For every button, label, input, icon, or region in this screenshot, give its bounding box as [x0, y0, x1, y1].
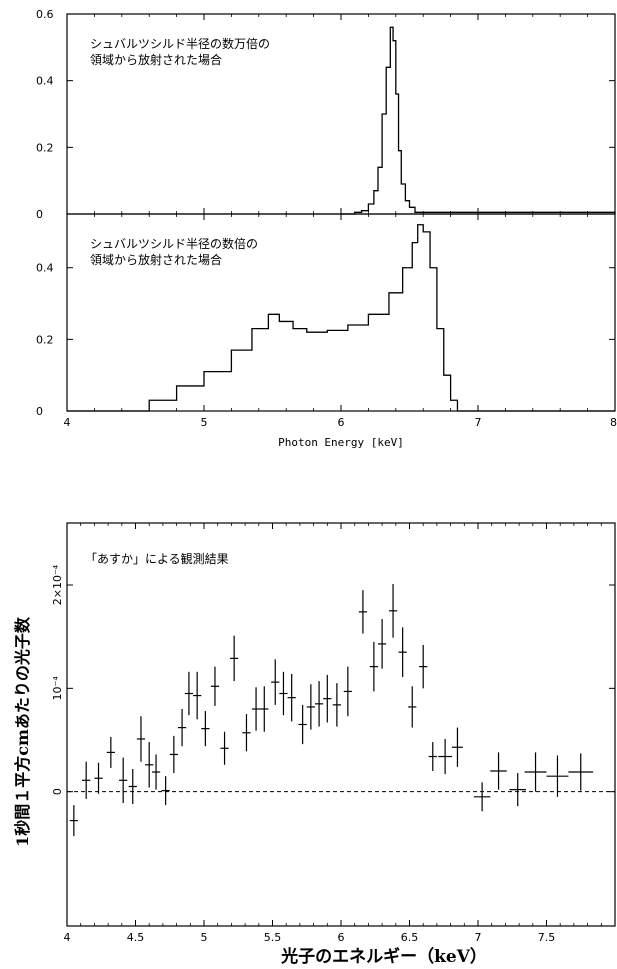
y-tick-label: 0 [36, 208, 43, 221]
data-point [136, 716, 146, 762]
data-point [428, 742, 437, 771]
data-point [287, 673, 296, 722]
middle-panel-ticks [66, 214, 616, 412]
bottom-panel-y-axis-title: 1秒間１平方cmあたりの光子数 [13, 616, 32, 847]
data-point [279, 671, 288, 716]
x-tick-label: 5.5 [264, 931, 282, 944]
data-point [271, 659, 280, 705]
y-tick-label: 0.4 [36, 75, 54, 88]
y-tick-label: 0.6 [36, 8, 54, 21]
data-point [201, 711, 210, 747]
middle-panel-spectrum-line [67, 224, 615, 412]
data-point [343, 666, 352, 717]
top-panel-annotation-line-1: シュバルツシルド半径の数万倍の [90, 36, 270, 51]
data-point [451, 727, 463, 767]
bottom-panel-annotation: 「あすか」による観測結果 [85, 552, 229, 566]
data-point [377, 619, 387, 669]
data-point [473, 782, 491, 812]
middle-panel-annotation-line-1: シュバルツシルド半径の数倍の [90, 236, 258, 251]
data-point [145, 742, 154, 788]
data-point [161, 776, 170, 806]
data-point [119, 757, 128, 804]
data-point [210, 666, 220, 706]
bottom-panel: 0 10⁻⁴ 2×10⁻⁴ 4 4.5 5 5.5 6 6.5 7 7.5 「あすか」による観測結… [13, 522, 616, 967]
data-point [193, 671, 202, 720]
data-point [184, 671, 194, 716]
y-tick-label: 2×10⁻⁴ [51, 564, 64, 605]
top-panel-spectrum-line [341, 26, 616, 215]
x-tick-label: 6.5 [401, 931, 419, 944]
data-point [568, 753, 594, 791]
y-tick-label: 10⁻⁴ [51, 676, 64, 701]
y-tick-label: 0 [51, 788, 64, 795]
bottom-panel-x-axis-title: 光子のエネルギー（keV） [280, 946, 487, 967]
data-point [251, 687, 261, 731]
bottom-panel-frame [66, 522, 616, 927]
data-point [408, 686, 417, 728]
data-point [369, 641, 378, 692]
y-tick-label: 0.4 [36, 262, 54, 275]
data-point [419, 644, 428, 689]
bottom-panel-y-tick-labels: 0 10⁻⁴ 2×10⁻⁴ [51, 564, 64, 795]
data-point [220, 731, 229, 765]
x-tick-label: 8 [610, 416, 617, 429]
x-tick-label: 4.5 [127, 931, 145, 944]
bottom-panel-ticks [66, 523, 616, 926]
middle-panel: 0 0.2 0.4 4 5 6 7 8 シュバルツシルド半径の数倍の 領域から放射された場合… [36, 213, 617, 449]
data-point [151, 754, 161, 790]
y-tick-label: 0 [36, 405, 43, 418]
top-panel-y-tick-labels: 0 0.2 0.4 0.6 [36, 8, 54, 221]
x-tick-label: 6 [338, 931, 345, 944]
middle-panel-annotation-line-2: 領域から放射された場合 [90, 252, 222, 267]
x-tick-label: 6 [338, 416, 345, 429]
middle-panel-y-tick-labels: 0 0.2 0.4 [36, 262, 54, 418]
x-tick-label: 5 [201, 931, 208, 944]
data-point [242, 714, 251, 752]
data-point [388, 583, 398, 638]
data-point [323, 674, 332, 723]
data-point [69, 805, 78, 837]
data-point [490, 752, 507, 790]
data-point [94, 762, 103, 794]
x-tick-label: 4 [64, 416, 71, 429]
bottom-panel-data-points [69, 583, 594, 837]
data-point [398, 627, 407, 677]
top-panel: 0 0.2 0.4 0.6 シュバルツシルド半径の数万倍の 領域から放射された場合 [36, 8, 616, 221]
data-point [306, 684, 315, 730]
y-tick-label: 0.2 [36, 333, 54, 346]
data-point [169, 735, 178, 774]
y-tick-label: 0.2 [36, 141, 54, 154]
data-point [260, 686, 269, 732]
middle-panel-x-tick-labels: 4 5 6 7 8 [64, 416, 617, 429]
x-tick-label: 7 [475, 931, 482, 944]
top-panel-annotation-line-2: 領域から放射された場合 [90, 52, 222, 67]
data-point [82, 761, 91, 799]
data-point [358, 590, 368, 634]
data-point [546, 755, 569, 797]
data-point [509, 773, 526, 807]
x-tick-label: 4 [64, 931, 71, 944]
data-point [524, 752, 547, 792]
x-tick-label: 5 [201, 416, 208, 429]
data-point [298, 704, 307, 745]
data-point [332, 683, 341, 727]
data-point [438, 738, 452, 775]
data-point [106, 736, 115, 768]
middle-panel-x-axis-title: Photon Energy [keV] [278, 436, 404, 449]
x-tick-label: 7.5 [538, 931, 556, 944]
data-point [314, 681, 324, 727]
data-point [128, 768, 137, 805]
data-point [230, 635, 239, 682]
x-tick-label: 7 [475, 416, 482, 429]
bottom-panel-x-tick-labels: 4 4.5 5 5.5 6 6.5 7 7.5 [64, 931, 556, 944]
data-point [177, 709, 187, 747]
